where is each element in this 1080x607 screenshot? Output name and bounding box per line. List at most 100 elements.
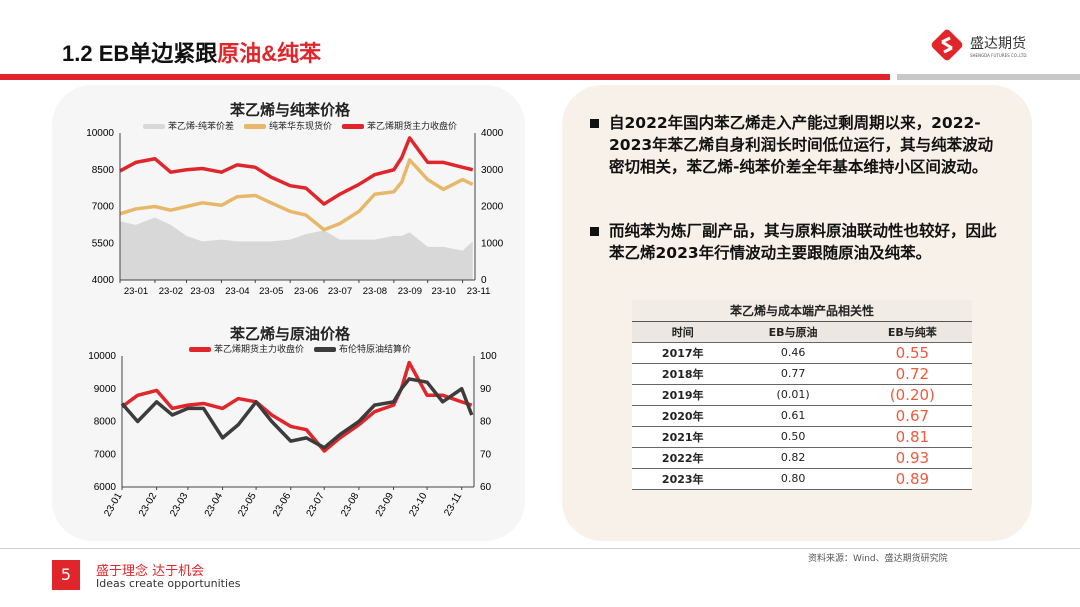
x-tick-label: 23-03 [168,491,191,519]
y-tick-left: 7000 [92,202,115,213]
table-row: 2018年 0.77 0.72 [632,363,972,385]
series-area-spread [120,217,473,280]
bullet-square-icon [590,227,599,236]
charts-panel [52,85,525,541]
bullet-square-icon [590,119,599,128]
table-caption: 苯乙烯与成本端产品相关性 [632,300,972,322]
eb-benzene-cell: 0.72 [852,363,972,385]
year-cell: 2023年 [632,468,734,490]
x-tick-label: 23-10 [432,286,456,297]
x-tick-label: 23-04 [225,286,249,297]
y-tick-left: 9000 [94,384,117,395]
eb-benzene-cell: 0.93 [852,447,972,469]
legend-item: 布伦特原油结算价 [314,342,411,355]
table-row: 2019年 (0.01) (0.20) [632,384,972,406]
y-tick-right: 70 [480,449,492,460]
eb-benzene-cell: 0.55 [852,342,972,364]
eb-benzene-cell: 0.81 [852,426,972,448]
bullet-text: 而纯苯为炼厂副产品，其与原料原油联动性也较好，因此苯乙烯2023年行情波动主要跟… [609,222,997,262]
logo: 盛达期货 SHENGDA FUTURES CO.,LTD. [930,28,1028,62]
y-tick-left: 10000 [88,351,116,362]
x-tick-label: 23-11 [442,491,464,518]
slogan-en: Ideas create opportunities [96,577,241,590]
eb-oil-cell: 0.50 [733,426,853,448]
table-row: 2023年 0.80 0.89 [632,468,972,490]
x-tick-label: 23-06 [271,491,294,519]
eb-benzene-cell: 0.67 [852,405,972,427]
y-tick-left: 8000 [94,417,117,428]
title-prefix: 1.2 EB单边紧跟 [62,41,218,66]
col-header: EB与纯苯 [852,321,972,343]
x-tick-label: 23-04 [203,491,226,519]
x-tick-label: 23-10 [407,491,430,519]
title-highlight: 原油&纯苯 [217,41,322,66]
year-cell: 2018年 [632,363,734,385]
header-red-bar [0,74,890,80]
series-line-1 [120,377,474,450]
y-tick-left: 7000 [94,449,117,460]
legend-item: 纯苯华东现货价 [244,119,332,132]
x-tick-label: 23-02 [159,286,183,297]
legend-label: 苯乙烯期货主力收盘价 [367,122,458,132]
y-tick-left: 6000 [94,482,117,493]
x-tick-label: 23-08 [339,491,362,519]
x-tick-label: 23-01 [102,491,125,519]
table-row: 2022年 0.82 0.93 [632,447,972,469]
year-cell: 2019年 [632,384,734,406]
y-tick-right: 1000 [481,238,504,249]
chart2: 6000 7000 8000 9000 10000 60 70 80 90 100 23-01 23-… [88,351,497,519]
year-cell: 2020年 [632,405,734,427]
source-note: 资料来源：Wind、盛达期货研究院 [808,554,948,564]
eb-oil-cell: 0.77 [733,363,853,385]
series-line-1 [119,158,474,232]
series-line-2 [119,136,474,206]
x-tick-label: 23-11 [467,286,491,297]
logo-sub: SHENGDA FUTURES CO.,LTD. [970,52,1028,58]
slogan: 盛于理念 达于机会 [96,564,205,579]
year-cell: 2022年 [632,447,734,469]
x-tick-label: 23-09 [398,286,422,297]
year-cell: 2017年 [632,342,734,364]
eb-oil-cell: 0.61 [733,405,853,427]
page-title: 1.2 EB单边紧跟原油&纯苯 [62,36,321,68]
x-tick-label: 23-07 [328,286,352,297]
footer-divider [0,548,1080,549]
legend-label: 苯乙烯-纯苯价差 [167,122,234,132]
eb-oil-cell: 0.82 [733,447,853,469]
y-tick-left: 5500 [92,238,115,249]
bullet-1: 自2022年国内苯乙烯走入产能过剩周期以来，2022-2023年苯乙烯自身利润长… [590,112,1000,178]
col-header: 时间 [632,321,734,343]
x-tick-label: 23-06 [294,286,318,297]
x-tick-label: 23-03 [190,286,214,297]
chart1: 4000 5500 7000 8500 10000 0 1000 2000 3000 4000 23… [86,128,504,297]
x-tick-label: 23-05 [236,491,259,519]
y-tick-right: 2000 [481,202,504,213]
y-tick-left: 10000 [86,128,114,139]
eb-oil-cell: (0.01) [733,384,853,406]
y-tick-right: 3000 [481,165,504,176]
x-tick-label: 23-01 [124,286,148,297]
table-row: 2021年 0.50 0.81 [632,426,972,448]
legend-label: 布伦特原油结算价 [339,345,412,355]
x-tick-label: 23-02 [137,491,160,519]
y-tick-right: 90 [480,384,492,395]
chart1-title: 苯乙烯与纯苯价格 [229,101,350,119]
table-row: 2017年 0.46 0.55 [632,342,972,364]
col-header: EB与原油 [733,321,853,343]
y-tick-right: 100 [480,351,497,362]
eb-benzene-cell: 0.89 [852,468,972,490]
chart2-title: 苯乙烯与原油价格 [229,325,350,343]
year-cell: 2021年 [632,426,734,448]
y-tick-left: 8500 [92,165,115,176]
y-tick-right: 0 [481,275,487,286]
legend-item: 苯乙烯期货主力收盘价 [342,119,457,132]
chart2-legend: 苯乙烯期货主力收盘价 布伦特原油结算价 [80,342,520,355]
legend-item: 苯乙烯期货主力收盘价 [188,342,304,355]
table-row: 2020年 0.61 0.67 [632,405,972,427]
eb-oil-cell: 0.46 [733,342,853,364]
bullet-text: 自2022年国内苯乙烯走入产能过剩周期以来，2022-2023年苯乙烯自身利润长… [609,114,994,176]
logo-name: 盛达期货 [970,35,1026,52]
y-tick-right: 80 [480,417,492,428]
bullet-2: 而纯苯为炼厂副产品，其与原料原油联动性也较好，因此苯乙烯2023年行情波动主要跟… [590,220,1000,264]
page-number: 5 [52,560,80,590]
